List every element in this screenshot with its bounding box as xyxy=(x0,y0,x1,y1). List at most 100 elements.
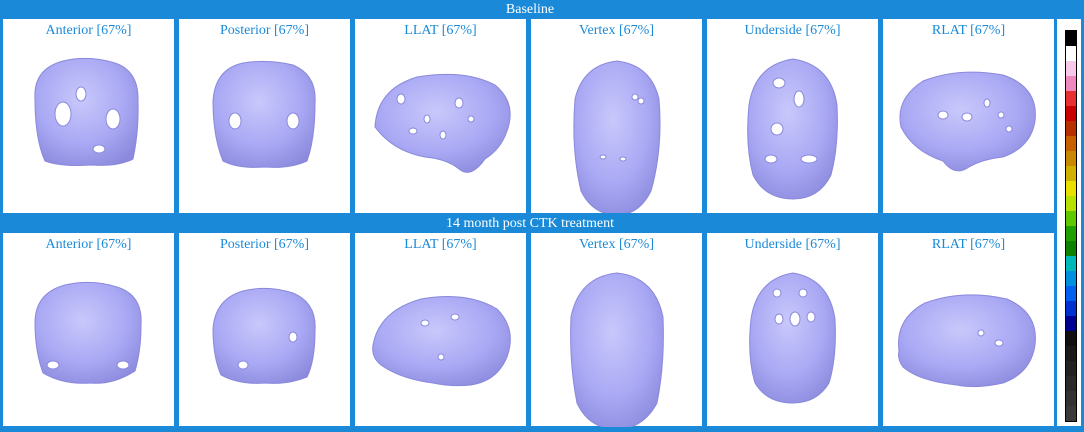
panel-vertex: Vertex [67%] xyxy=(531,233,702,427)
posterior-brain-render xyxy=(212,60,316,168)
panel-title: LLAT [67%] xyxy=(404,237,477,252)
brain-surface xyxy=(34,57,139,166)
panel-posterior: Posterior [67%] xyxy=(179,233,350,426)
surface-defect xyxy=(994,339,1004,347)
panel-underside: Underside [67%] xyxy=(707,19,878,213)
surface-defect xyxy=(288,331,298,343)
brain-surface xyxy=(34,281,142,384)
anterior-brain-render xyxy=(34,281,142,384)
legend-swatch xyxy=(1066,151,1076,166)
surface-defect xyxy=(396,93,406,105)
legend-swatch xyxy=(1066,91,1076,106)
brain-surface xyxy=(899,71,1036,172)
panel-title: LLAT [67%] xyxy=(404,23,477,38)
panel-rlat: RLAT [67%] xyxy=(883,233,1054,426)
surface-defect xyxy=(937,110,949,120)
legend-swatch xyxy=(1066,346,1076,361)
panel-posterior: Posterior [67%] xyxy=(179,19,350,213)
underside-brain-render xyxy=(747,58,838,200)
surface-defect xyxy=(408,127,418,135)
color-scale-legend xyxy=(1065,30,1077,422)
underside-brain-render xyxy=(749,272,836,404)
surface-defect xyxy=(1005,125,1013,133)
surface-defect xyxy=(599,154,607,160)
surface-defect xyxy=(983,98,991,108)
vertex-brain-render xyxy=(573,60,661,213)
rlat-brain-render xyxy=(899,71,1036,172)
surface-defect xyxy=(789,311,801,327)
surface-defect xyxy=(116,360,130,370)
surface-defect xyxy=(961,112,973,122)
surface-defect xyxy=(793,90,805,108)
surface-defect xyxy=(770,122,784,136)
brain-surface xyxy=(570,272,664,427)
panel-title: Anterior [67%] xyxy=(45,23,132,38)
panel-title: Anterior [67%] xyxy=(45,237,132,252)
legend-swatch xyxy=(1066,301,1076,316)
legend-swatch xyxy=(1066,271,1076,286)
surface-defect xyxy=(437,353,445,361)
panel-vertex: Vertex [67%] xyxy=(531,19,702,213)
legend-swatch xyxy=(1066,226,1076,241)
llat-brain-render xyxy=(374,73,511,173)
legend-swatch xyxy=(1066,331,1076,346)
anterior-brain-render xyxy=(34,57,139,166)
panel-title: Posterior [67%] xyxy=(219,23,310,38)
brain-surface xyxy=(747,58,838,200)
surface-defect xyxy=(764,154,778,164)
legend-swatch xyxy=(1066,121,1076,136)
legend-swatch xyxy=(1066,256,1076,271)
brain-surface xyxy=(573,60,661,213)
legend-swatch xyxy=(1066,106,1076,121)
section-header-post-treatment: 14 month post CTK treatment xyxy=(3,216,1057,231)
surface-defect xyxy=(228,112,242,130)
panel-anterior: Anterior [67%] xyxy=(3,19,174,213)
surface-defect xyxy=(450,313,460,321)
legend-swatch xyxy=(1066,241,1076,256)
panel-title: RLAT [67%] xyxy=(931,23,1006,38)
panel-title: Vertex [67%] xyxy=(578,237,655,252)
legend-swatch xyxy=(1066,31,1076,46)
panel-underside: Underside [67%] xyxy=(707,233,878,426)
legend-swatch xyxy=(1066,391,1076,406)
surface-defect xyxy=(806,311,816,323)
vertex-brain-render xyxy=(570,272,664,427)
legend-swatch xyxy=(1066,136,1076,151)
legend-swatch xyxy=(1066,196,1076,211)
panel-title: RLAT [67%] xyxy=(931,237,1006,252)
surface-defect xyxy=(439,130,447,140)
surface-defect xyxy=(420,319,430,327)
surface-defect xyxy=(92,144,106,154)
panel-llat: LLAT [67%] xyxy=(355,19,526,213)
surface-defect xyxy=(798,288,808,298)
panel-title: Underside [67%] xyxy=(744,237,841,252)
surface-defect xyxy=(772,288,782,298)
brain-surface xyxy=(372,296,511,387)
rlat-brain-render xyxy=(898,294,1036,388)
legend-swatch xyxy=(1066,211,1076,226)
legend-swatch xyxy=(1066,166,1076,181)
surface-defect xyxy=(467,115,475,123)
legend-swatch xyxy=(1066,61,1076,76)
surface-defect xyxy=(105,108,121,130)
panel-rlat: RLAT [67%] xyxy=(883,19,1054,213)
brain-surface xyxy=(898,294,1036,388)
legend-swatch xyxy=(1066,316,1076,331)
llat-brain-render xyxy=(372,296,511,387)
panel-llat: LLAT [67%] xyxy=(355,233,526,426)
brain-surface xyxy=(374,73,511,173)
legend-swatch xyxy=(1066,46,1076,61)
brain-surface xyxy=(212,287,316,384)
panel-title: Posterior [67%] xyxy=(219,237,310,252)
legend-swatch xyxy=(1066,361,1076,376)
surface-defect xyxy=(423,114,431,124)
surface-defect xyxy=(631,93,639,101)
legend-swatch xyxy=(1066,181,1076,196)
legend-swatch xyxy=(1066,376,1076,391)
surface-defect xyxy=(54,101,72,127)
brain-surface xyxy=(212,60,316,168)
surface-defect xyxy=(454,97,464,109)
surface-defect xyxy=(237,360,249,370)
surface-defect xyxy=(774,313,784,325)
legend-swatch xyxy=(1066,76,1076,91)
